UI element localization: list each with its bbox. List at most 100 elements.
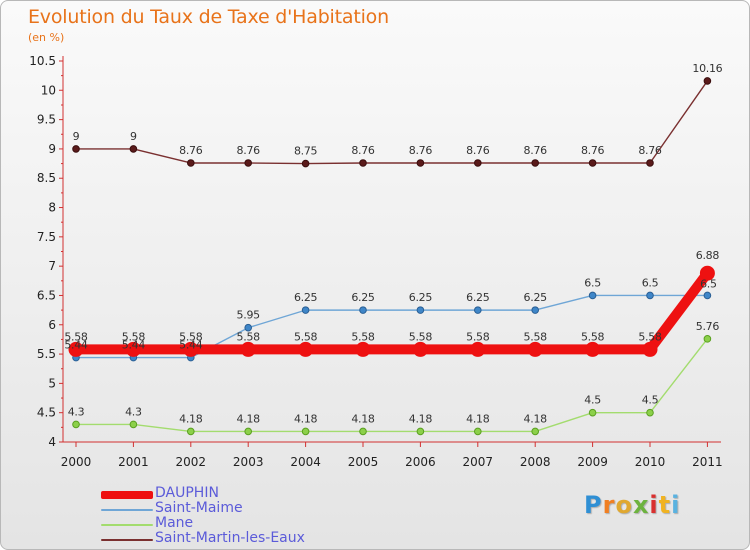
- x-tick-label: 2005: [348, 455, 379, 469]
- data-point: [699, 265, 715, 281]
- data-point: [72, 420, 80, 429]
- data-label: 5.58: [122, 330, 146, 343]
- data-label: 4.18: [294, 412, 318, 425]
- data-point: [585, 341, 601, 357]
- data-point: [183, 341, 199, 357]
- legend-label: DAUPHIN: [155, 485, 219, 501]
- data-point: [527, 341, 543, 357]
- data-point: [588, 408, 597, 417]
- data-label: 5.58: [466, 330, 490, 343]
- legend-swatch: [101, 523, 153, 526]
- logo-letter: x: [632, 491, 650, 519]
- data-label: 5.58: [294, 330, 318, 343]
- data-point: [355, 341, 371, 357]
- data-point: [531, 427, 540, 436]
- x-tick-label: 2002: [176, 455, 207, 469]
- y-tick-label: 9.5: [37, 113, 56, 127]
- data-label: 5.58: [524, 330, 548, 343]
- data-point: [359, 306, 367, 314]
- data-label: 4.18: [409, 412, 433, 425]
- data-label: 8.76: [179, 144, 203, 157]
- series-line: [76, 294, 708, 359]
- legend-label: Saint-Maime: [155, 500, 243, 516]
- data-point: [703, 335, 712, 343]
- data-label: 5.58: [638, 330, 662, 343]
- data-label: 5.76: [696, 320, 720, 333]
- data-point: [474, 427, 482, 436]
- data-label: 8.76: [581, 144, 605, 157]
- data-label: 6.25: [351, 291, 375, 304]
- x-tick-label: 2007: [463, 455, 494, 469]
- y-tick-label: 4.5: [37, 406, 56, 420]
- data-point: [244, 323, 252, 332]
- data-point: [703, 291, 712, 300]
- data-label: 4.5: [642, 394, 659, 407]
- data-point: [646, 159, 654, 167]
- data-point: [470, 341, 486, 357]
- data-label: 5.58: [179, 330, 203, 343]
- data-point: [301, 427, 310, 436]
- chart-subtitle: (en %): [28, 31, 65, 44]
- data-point: [301, 159, 310, 168]
- data-point: [298, 341, 314, 357]
- legend-label: Saint-Martin-les-Eaux: [155, 530, 305, 546]
- legend-swatch: [101, 508, 153, 511]
- data-label: 4.18: [466, 412, 490, 425]
- data-label: 4.3: [125, 405, 142, 418]
- logo-letter: P: [584, 491, 603, 519]
- data-label: 4.18: [179, 412, 203, 425]
- data-label: 4.18: [351, 412, 375, 425]
- data-point: [240, 341, 256, 357]
- data-label: 6.5: [642, 276, 659, 289]
- data-label: 8.76: [409, 144, 433, 157]
- data-point: [244, 159, 252, 167]
- data-point: [412, 341, 428, 357]
- data-label: 8.76: [524, 144, 548, 157]
- data-point: [416, 427, 425, 436]
- x-tick-label: 2008: [520, 455, 551, 469]
- data-point: [531, 306, 540, 314]
- series-line: [76, 338, 708, 433]
- data-point: [642, 341, 658, 357]
- data-point: [187, 159, 195, 167]
- data-label: 4.3: [68, 405, 85, 418]
- y-tick-label: 7: [48, 259, 56, 273]
- x-tick-label: 2003: [233, 455, 264, 469]
- x-tick-label: 2006: [405, 455, 436, 469]
- data-label: 8.76: [351, 144, 375, 157]
- series-line: [76, 80, 708, 165]
- data-label: 5.95: [237, 309, 261, 322]
- y-tick-label: 8.5: [37, 171, 56, 185]
- data-point: [359, 159, 367, 167]
- data-point: [588, 291, 597, 300]
- data-label: 4.18: [524, 412, 548, 425]
- logo-letter: r: [602, 491, 616, 519]
- data-label: 6.5: [700, 277, 717, 290]
- data-point: [646, 291, 654, 300]
- data-point: [646, 408, 654, 417]
- data-point: [129, 145, 138, 153]
- data-label: 8.76: [466, 144, 490, 157]
- data-point: [301, 306, 310, 314]
- logo-letter: i: [649, 491, 659, 519]
- data-label: 6.88: [696, 249, 720, 262]
- logo-letter: i: [671, 491, 681, 519]
- data-point: [588, 159, 597, 167]
- data-label: 9: [73, 130, 80, 143]
- y-tick-label: 10.5: [29, 54, 56, 68]
- data-label: 5.58: [351, 330, 375, 343]
- logo-letter: t: [658, 491, 672, 519]
- data-point: [68, 341, 84, 357]
- x-tick-label: 2000: [61, 455, 92, 469]
- data-point: [416, 306, 425, 314]
- data-label: 9: [130, 130, 137, 143]
- y-tick-label: 9: [48, 142, 56, 156]
- y-tick-label: 6: [48, 318, 56, 332]
- data-point: [187, 427, 195, 436]
- x-tick-label: 2011: [692, 455, 723, 469]
- y-tick-label: 8: [48, 201, 56, 215]
- data-point: [474, 306, 482, 314]
- data-point: [703, 77, 712, 85]
- data-label: 8.75: [294, 145, 318, 158]
